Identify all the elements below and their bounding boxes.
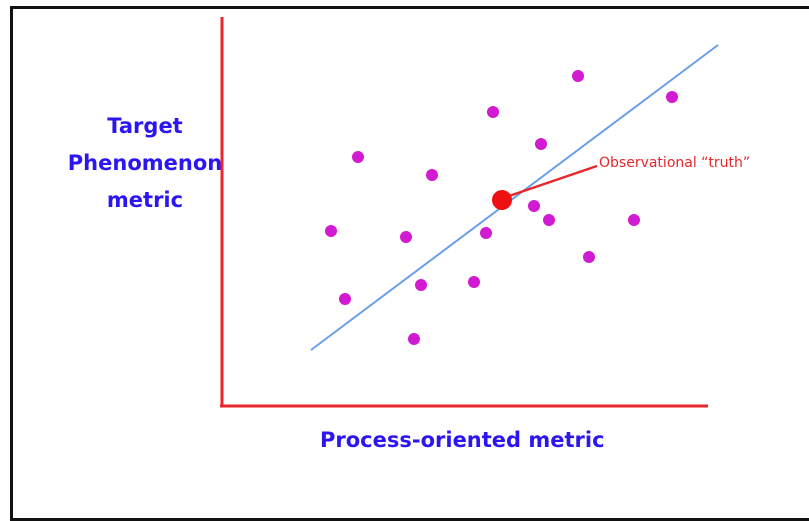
scatter-point — [480, 227, 492, 239]
fit-line — [310, 44, 719, 351]
scatter-point — [528, 200, 540, 212]
y-axis-label-line-3: metric — [106, 188, 184, 212]
observational-truth-label: Observational “truth” — [599, 155, 750, 171]
scatter-point — [400, 231, 412, 243]
scatter-point — [583, 251, 595, 263]
y-axis-label-line-1: Target — [107, 114, 183, 138]
scatter-point — [543, 214, 555, 226]
scatter-point — [666, 91, 678, 103]
scatter-diagram: Observational “truth” — [220, 17, 750, 408]
scatter-point — [415, 279, 427, 291]
diagram-frame — [10, 6, 809, 521]
scatter-point — [628, 214, 640, 226]
scatter-point — [487, 106, 499, 118]
scatter-point — [339, 293, 351, 305]
scatter-points — [325, 70, 678, 345]
x-axis-label: Process-oriented metric — [320, 428, 605, 452]
scatter-point — [426, 169, 438, 181]
y-axis-label: Target Phenomenon metric — [60, 108, 230, 219]
annotation-leader-line — [508, 164, 598, 198]
scatter-point — [572, 70, 584, 82]
scatter-point — [352, 151, 364, 163]
scatter-point — [468, 276, 480, 288]
scatter-point — [325, 225, 337, 237]
scatter-point — [535, 138, 547, 150]
y-axis-label-line-2: Phenomenon — [67, 151, 223, 175]
scatter-point — [408, 333, 420, 345]
observational-truth-point — [492, 190, 512, 210]
